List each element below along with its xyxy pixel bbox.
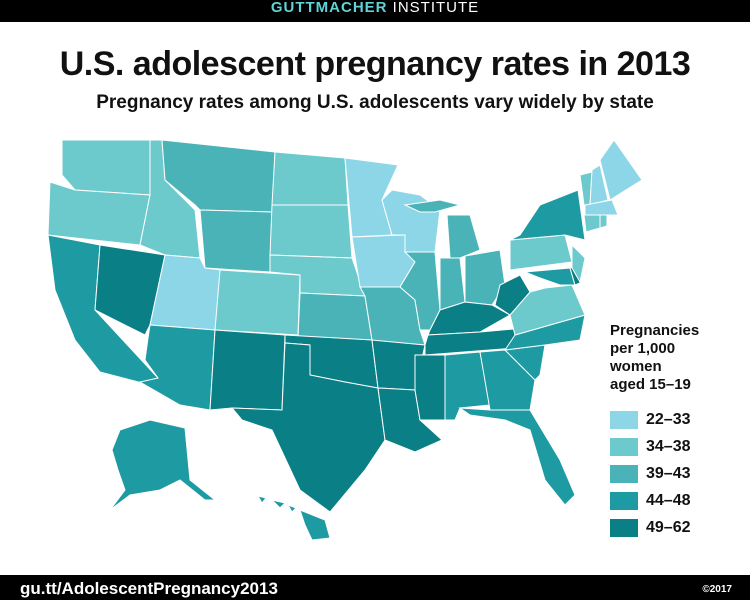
state-nj [571,243,586,284]
legend-item: 22–33 [610,406,750,433]
legend-item: 39–43 [610,460,750,487]
copyright: ©2017 [702,584,732,595]
state-wv [494,274,531,316]
state-az [138,324,216,411]
legend-swatch [610,437,638,456]
state-hi [299,509,331,541]
legend: Pregnancies per 1,000 women aged 15–19 2… [610,322,750,541]
state-tx [230,342,386,513]
state-ny [509,189,586,241]
state-mi [446,214,481,259]
state-co [214,269,301,336]
legend-title-line: per 1,000 [610,340,676,357]
brand-name-rest: INSTITUTE [387,0,480,16]
legend-title-line: women [610,358,662,375]
state-nv [94,244,166,336]
legend-label: 44–48 [646,491,691,509]
state-ma [584,199,619,216]
state-sd [269,204,353,259]
legend-label: 39–43 [646,464,691,482]
state-hi-part [286,504,297,513]
legend-title: Pregnancies per 1,000 women aged 15–19 [610,322,750,394]
state-md [524,267,576,286]
state-ms [414,354,446,421]
state-hi-part [256,495,267,504]
state-nd [271,151,349,206]
brand-name-bold: GUTTMACHER [270,0,388,16]
state-il [399,251,441,331]
page-title: U.S. adolescent pregnancy rates in 2013 [59,45,691,83]
legend-title-line: aged 15–19 [610,376,691,393]
legend-label: 34–38 [646,437,691,455]
legend-swatch [610,518,638,537]
legend-swatch [610,410,638,429]
state-ks [297,292,373,341]
state-hi-part [270,499,286,509]
legend-item: 49–62 [610,514,750,541]
footer-bar: gu.tt/AdolescentPregnancy2013 ©2017 [0,575,750,600]
state-ri [599,214,608,229]
page-subtitle: Pregnancy rates among U.S. adolescents v… [96,92,654,113]
legend-swatch [610,464,638,483]
state-me [599,139,643,201]
legend-label: 22–33 [646,410,691,428]
state-ga [479,349,536,411]
legend-item: 44–48 [610,487,750,514]
state-nm [209,329,286,411]
state-mi-part [403,199,462,213]
short-link[interactable]: gu.tt/AdolescentPregnancy2013 [20,579,278,598]
state-pa [509,234,573,271]
state-ak [109,419,217,511]
state-ct [583,214,601,233]
brand-header: GUTTMACHER INSTITUTE [0,0,750,22]
state-wa [61,139,151,196]
legend-label: 49–62 [646,518,691,536]
state-fl [458,407,576,506]
legend-item: 34–38 [610,433,750,460]
legend-title-line: Pregnancies [610,322,700,339]
state-wy [199,209,273,273]
legend-swatch [610,491,638,510]
state-nh [589,164,609,206]
state-in [439,257,466,311]
